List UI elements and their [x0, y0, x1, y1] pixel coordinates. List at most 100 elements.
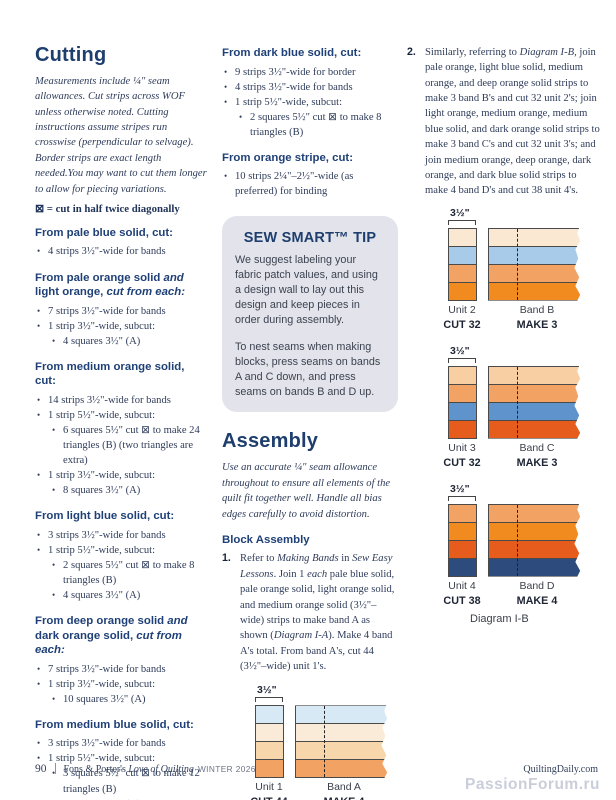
cut-item: • 1 strip 5½"-wide, subcut:: [37, 544, 156, 556]
assembly-intro: Use an accurate ¼" seam allowance throug…: [222, 462, 391, 520]
right-column: 2. Similarly, referring to Diagram I-B, …: [407, 42, 602, 625]
block-assembly-subhead: Block Assembly: [222, 533, 310, 546]
step-text: Refer to Making Bands in Sew Easy Lesson…: [240, 553, 395, 672]
fabric-stripe: [489, 228, 581, 246]
cut-section-heading: From pale orange solid and light orange,…: [35, 271, 185, 299]
tip-paragraph: We suggest labeling your fabric patch va…: [235, 254, 378, 326]
cut-item: • 4 strips 3½"-wide for bands: [224, 81, 353, 93]
cut-item: • 7 strips 3½"-wide for bands: [37, 663, 166, 675]
cut-line: [323, 706, 325, 778]
cut-item: • 4 strips 3½"-wide for bands: [37, 246, 166, 258]
band-swatch: [488, 365, 584, 439]
measure-bracket-icon: [448, 357, 476, 363]
tip-paragraph: To nest seams when making blocks, press …: [235, 341, 381, 398]
unit-swatch: [448, 227, 477, 301]
diagram-ia: 3½" Unit 1 Band A CUT 44 MAKE 4: [250, 684, 398, 800]
fabric-stripe: [449, 263, 476, 282]
bullet-icon: •: [37, 320, 41, 331]
unit-swatch: [448, 365, 477, 439]
diagram-group-band-d: 3½" Unit 4 Band D CUT 38 MAKE 4: [443, 482, 602, 607]
fabric-stripe: [256, 759, 283, 778]
cut-section-heading: From dark blue solid, cut:: [222, 47, 362, 59]
assembly-title: Assembly: [222, 430, 319, 453]
fabric-stripe: [256, 706, 283, 724]
cut-item: • 1 strip 5½"-wide, subcut:: [37, 753, 156, 765]
diagram-caption: Diagram I-B: [470, 612, 529, 625]
band-make-count: MAKE 3: [516, 318, 558, 331]
unit-label: Unit 3: [448, 441, 476, 454]
cut-line: [516, 504, 518, 576]
cut-item: • 8 squares 3½" (A): [52, 485, 141, 497]
assembly-step-2: 2. Similarly, referring to Diagram I-B, …: [407, 45, 602, 199]
unit-cut-count: CUT 32: [443, 318, 481, 331]
assembly-step-1: 1. Refer to Making Bands in Sew Easy Les…: [222, 551, 398, 674]
bullet-icon: •: [37, 529, 41, 540]
cut-item: • 1 strip 3½"-wide, subcut:: [37, 678, 156, 690]
cut-section-heading: From pale blue solid, cut:: [35, 226, 173, 239]
cut-item: • 1 strip 3½"-wide, subcut:: [37, 470, 156, 482]
cut-item: • 3 strips 3½"-wide for bands: [37, 738, 166, 750]
diagram-group-band-a: 3½" Unit 1 Band A CUT 44 MAKE 4: [250, 684, 398, 800]
fabric-stripe: [489, 383, 581, 402]
bullet-icon: •: [224, 171, 228, 182]
diagram-group-band-c: 3½" Unit 3 Band C CUT 32 MAKE 3: [443, 345, 602, 469]
measure-bracket-icon: [255, 697, 283, 703]
bullet-icon: •: [37, 470, 41, 481]
unit-swatch: [448, 503, 477, 577]
cut-item: • 1 strip 5½"-wide, subcut:: [37, 410, 156, 421]
left-column: Cutting Measurements include ¼" seam all…: [35, 44, 207, 800]
measurement: 3½": [255, 684, 398, 703]
cut-item: • 1 strip 5½"-wide, subcut:: [224, 96, 343, 108]
unit-cut-count: CUT 38: [443, 594, 481, 607]
bullet-icon: •: [37, 246, 41, 257]
cut-item: • 1 strip 3½"-wide, subcut:: [37, 320, 156, 332]
measurement: 3½": [448, 345, 602, 363]
bullet-icon: •: [52, 485, 56, 496]
step-number: 1.: [222, 552, 231, 565]
fabric-stripe: [449, 539, 476, 558]
cut-section-heading: From orange stripe, cut:: [222, 151, 354, 164]
bullet-icon: •: [52, 425, 56, 436]
fabric-stripe: [489, 504, 581, 522]
step-number: 2.: [407, 46, 416, 58]
band-label: Band D: [519, 579, 555, 592]
measure-label: 3½": [450, 482, 470, 495]
fabric-stripe: [449, 419, 476, 438]
measure-label: 3½": [450, 344, 470, 357]
page-footer: 90 Fons & Porter's Love of Quilting WINTE…: [35, 761, 598, 775]
band-label: Band A: [327, 781, 361, 794]
fabric-stripe: [449, 228, 476, 246]
issue-label: WINTER 2026: [197, 764, 256, 774]
fabric-stripe: [489, 263, 581, 282]
bullet-icon: •: [37, 663, 41, 674]
unit-label: Unit 4: [448, 579, 476, 592]
cut-item: • 10 strips 2¼"–2½"-wide (as preferred) f…: [224, 171, 354, 198]
bullet-icon: •: [52, 559, 56, 570]
band-swatch: [488, 227, 584, 301]
bullet-icon: •: [224, 81, 228, 92]
bullet-icon: •: [52, 335, 56, 346]
cut-item: • 7 strips 3½"-wide for bands: [37, 305, 166, 317]
cut-item: •2 squares 3½" (A): [35, 797, 207, 800]
bullet-icon: •: [52, 798, 55, 800]
band-swatch: [488, 503, 584, 577]
cutting-sections-middle: From dark blue solid, cut: • 9 strips 3½"-…: [222, 46, 398, 199]
cut-section-heading: From medium orange solid, cut:: [35, 360, 185, 388]
cut-item: • 14 strips 3½"-wide for bands: [37, 394, 171, 406]
bullet-icon: •: [52, 589, 56, 600]
cut-item: • 3 strips 3½"-wide for bands: [37, 529, 166, 541]
bullet-icon: •: [37, 394, 41, 405]
unit-cut-count: CUT 32: [443, 456, 481, 469]
tip-title: SEW SMART™ TIP: [243, 230, 377, 247]
bullet-icon: •: [37, 738, 41, 749]
unit-label: Unit 2: [448, 303, 476, 316]
cut-section-heading: From deep orange solid and dark orange s…: [35, 614, 188, 657]
bullet-icon: •: [37, 544, 41, 555]
cut-item: • 2 squares 5½" cut ⊠ to make 8 triangles…: [239, 111, 382, 138]
fabric-stripe: [449, 504, 476, 522]
footer-left: 90 Fons & Porter's Love of Quilting WINTE…: [35, 761, 256, 775]
band-make-count: MAKE 4: [296, 796, 392, 800]
measurement: 3½": [448, 207, 602, 225]
bullet-icon: •: [37, 410, 41, 420]
fabric-stripe: [256, 723, 283, 742]
